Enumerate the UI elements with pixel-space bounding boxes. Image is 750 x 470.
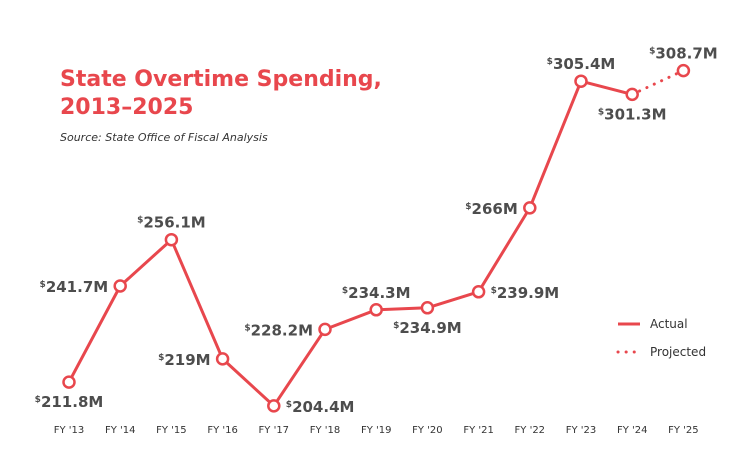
series-line-projected [630,69,685,96]
data-label: $219M [158,351,211,369]
data-point [215,352,230,366]
data-point [676,63,691,78]
x-tick-label: FY '22 [515,425,546,436]
data-point [369,303,383,317]
data-point [471,285,486,299]
data-point [267,399,281,413]
x-tick-label: FY '18 [310,425,341,436]
legend-label-projected: Projected [650,345,706,359]
data-label: $228.2M [244,321,313,339]
data-label: $256.1M [137,214,206,232]
data-point [625,87,639,102]
chart-title-line-1: State Overtime Spending, [60,67,382,92]
chart-title-line-2: 2013–2025 [60,95,193,120]
x-axis: FY '13 FY '14 FY '15 FY '16 FY '17 FY '18 FY '… [54,425,699,436]
x-tick-label: FY '21 [463,425,494,436]
chart-title: State Overtime Spending, 2013–2025 [60,67,382,120]
data-label: $211.8M [35,393,104,411]
x-tick-label: FY '14 [105,425,136,436]
data-point [523,201,537,215]
series-line-actual [67,79,634,408]
data-point [62,375,76,389]
x-tick-label: FY '16 [207,425,238,436]
data-label: $241.7M [40,278,109,296]
data-label: $234.9M [393,319,462,337]
x-tick-label: FY '13 [54,425,85,436]
data-point [318,322,332,337]
data-point [164,232,179,247]
x-tick-label: FY '20 [412,425,443,436]
lines-layer [67,69,685,408]
data-labels: $211.8M $241.7M $256.1M $219M $204.4M $228.2M… [35,45,718,416]
data-label: $204.4M [286,398,355,416]
data-label: $305.4M [547,55,616,73]
data-point [113,279,127,293]
data-label: $301.3M [598,105,667,123]
legend: Actual Projected [616,317,706,359]
x-tick-label: FY '19 [361,425,392,436]
legend-label-actual: Actual [650,317,688,331]
data-point [574,74,588,88]
x-tick-label: FY '25 [668,425,699,436]
data-point [420,301,435,315]
x-tick-label: FY '15 [156,425,187,436]
data-label: $266M [465,200,518,218]
x-tick-label: FY '17 [259,425,290,436]
data-label: $308.7M [649,45,718,63]
points-layer [62,63,691,413]
chart-subtitle: Source: State Office of Fiscal Analysis [60,131,268,144]
data-label: $239.9M [491,284,560,302]
x-tick-label: FY '23 [566,425,597,436]
x-tick-label: FY '24 [617,425,648,436]
data-label: $234.3M [342,284,411,302]
